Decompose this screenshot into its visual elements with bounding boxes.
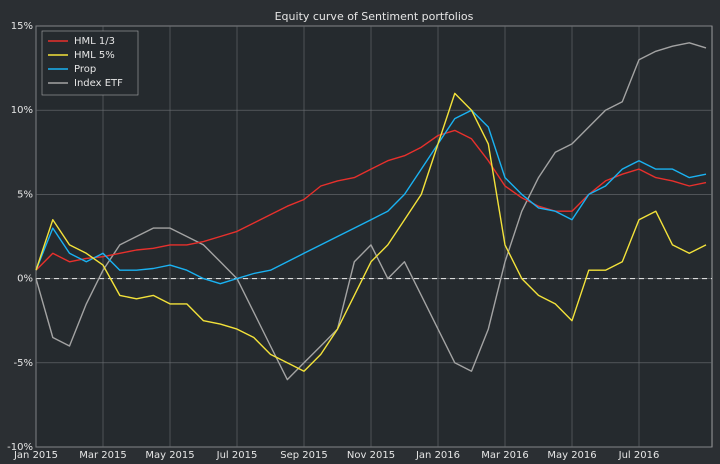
x-tick-label: Jan 2016 bbox=[415, 450, 460, 461]
x-tick-label: Jan 2015 bbox=[13, 450, 58, 461]
y-tick-label: -5% bbox=[14, 358, 33, 369]
x-tick-label: Nov 2015 bbox=[347, 450, 395, 461]
y-tick-label: -10% bbox=[7, 442, 33, 453]
x-tick-label: Sep 2015 bbox=[280, 450, 327, 461]
plot-area bbox=[35, 25, 713, 448]
chart-title: Equity curve of Sentiment portfolios bbox=[275, 10, 474, 23]
x-tick-label: Jul 2015 bbox=[216, 450, 258, 461]
series-line bbox=[35, 109, 707, 285]
x-tick-label: May 2015 bbox=[145, 450, 194, 461]
y-tick-label: 5% bbox=[17, 189, 33, 200]
x-tick-label: Jul 2016 bbox=[618, 450, 660, 461]
y-tick-label: 10% bbox=[11, 105, 33, 116]
legend-label: HML 1/3 bbox=[74, 36, 115, 47]
legend-label: Index ETF bbox=[74, 78, 123, 89]
series-line bbox=[35, 129, 707, 271]
x-tick-label: Mar 2016 bbox=[481, 450, 529, 461]
x-tick-label: May 2016 bbox=[547, 450, 596, 461]
series-line bbox=[35, 92, 707, 372]
x-tick-label: Mar 2015 bbox=[79, 450, 127, 461]
y-tick-label: 0% bbox=[17, 274, 33, 285]
legend-label: Prop bbox=[74, 64, 96, 75]
series-line bbox=[35, 42, 707, 381]
legend-label: HML 5% bbox=[74, 50, 115, 61]
y-tick-label: 15% bbox=[11, 21, 33, 32]
